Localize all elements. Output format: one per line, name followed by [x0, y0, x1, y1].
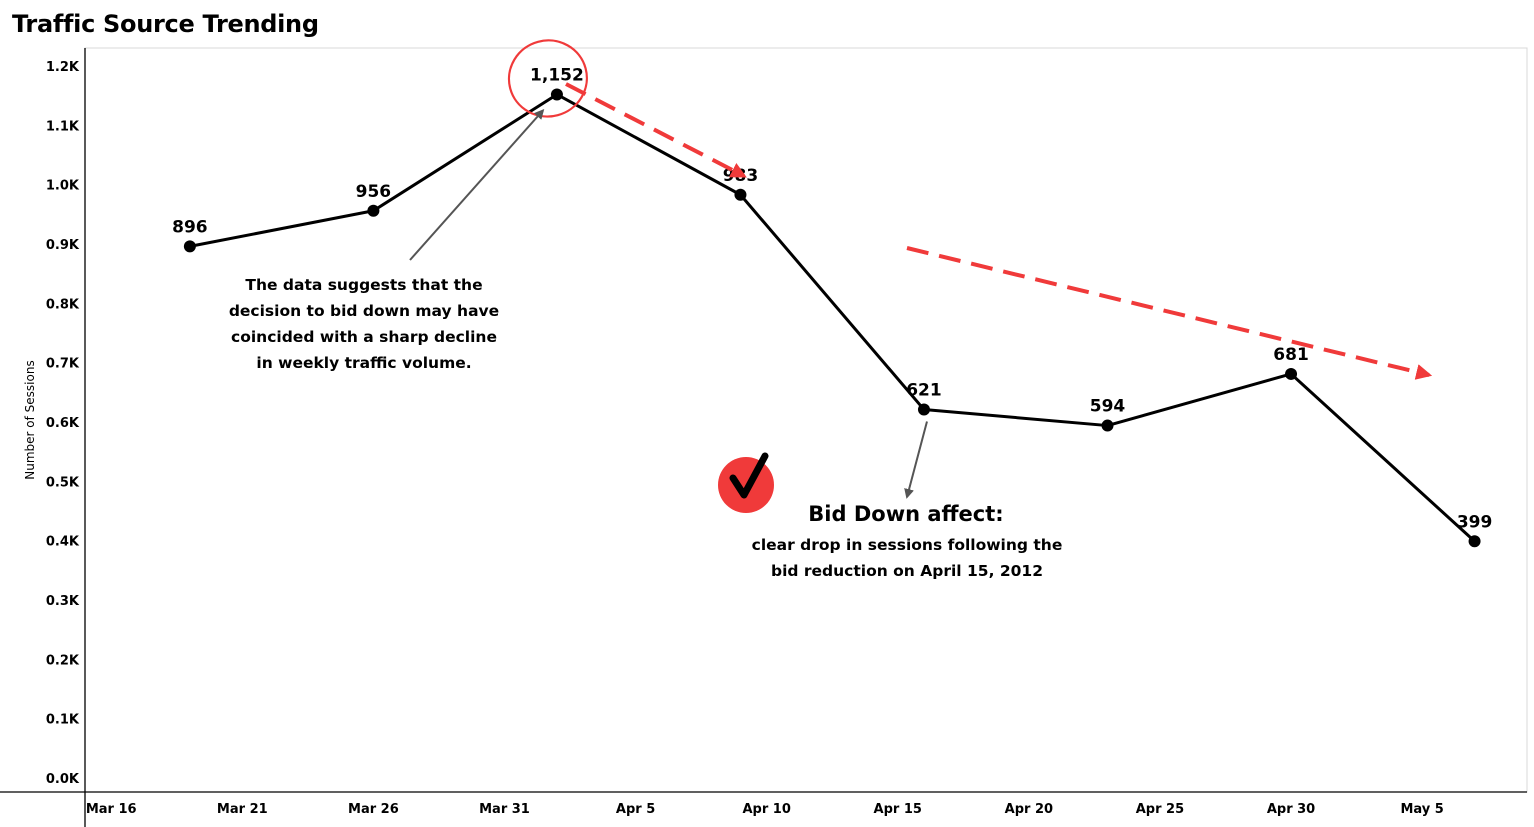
y-tick-label: 1.0K [46, 179, 80, 194]
data-point [1285, 367, 1298, 380]
data-label: 399 [1457, 512, 1493, 532]
trend-arrow [565, 82, 747, 178]
y-tick-label: 0.1K [46, 713, 80, 728]
data-point [1468, 535, 1481, 548]
y-tick-label: 0.9K [46, 238, 80, 253]
annotation-text: The data suggests that the [245, 276, 482, 294]
y-tick-label: 1.1K [46, 119, 80, 134]
data-point [917, 403, 930, 416]
y-tick-label: 1.2K [46, 60, 80, 75]
plot-border [84, 47, 1528, 793]
x-tick-label: Apr 15 [874, 802, 922, 817]
x-tick-label: Apr 5 [616, 802, 655, 817]
annotation-heading: Bid Down affect: [808, 502, 1003, 526]
x-tick-label: Mar 21 [217, 802, 268, 817]
data-point [1101, 419, 1114, 432]
y-tick-label: 0.8K [46, 297, 80, 312]
x-tick-label: May 5 [1400, 802, 1443, 817]
peak-highlight-circle [507, 39, 588, 118]
y-tick-label: 0.5K [46, 475, 80, 490]
data-label: 956 [356, 182, 392, 202]
data-label: 621 [906, 381, 942, 401]
trend-arrow [906, 246, 1433, 380]
x-tick-label: Mar 31 [479, 802, 530, 817]
data-point [183, 240, 196, 253]
annotation-text: in weekly traffic volume. [256, 354, 471, 372]
x-tick-label: Apr 25 [1136, 802, 1184, 817]
y-tick-label: 0.7K [46, 357, 80, 372]
x-tick-label: Apr 20 [1005, 802, 1053, 817]
chart-title: Traffic Source Trending [12, 10, 319, 38]
y-tick-label: 0.0K [46, 772, 80, 787]
annotation-text: bid reduction on April 15, 2012 [771, 562, 1043, 580]
data-point [734, 188, 747, 201]
data-label: 594 [1090, 397, 1126, 417]
annotation-text: decision to bid down may have [229, 302, 499, 320]
x-tick-label: Apr 30 [1267, 802, 1315, 817]
checkmark-icon [718, 452, 774, 513]
check-mark [729, 452, 769, 499]
y-axis-label: Number of Sessions [23, 360, 37, 479]
data-point [550, 88, 563, 101]
annotation-text: clear drop in sessions following the [752, 536, 1063, 554]
y-tick-label: 0.2K [46, 653, 80, 668]
x-tick-label: Mar 26 [348, 802, 399, 817]
pointer-arrow [409, 108, 545, 261]
data-point [367, 204, 380, 217]
x-tick-label: Mar 16 [86, 802, 137, 817]
pointer-arrow [904, 421, 928, 499]
x-tick-label: Apr 10 [742, 802, 790, 817]
annotation-text: coincided with a sharp decline [231, 328, 497, 346]
series-line [189, 92, 1476, 543]
data-label: 681 [1273, 345, 1309, 365]
y-tick-label: 0.3K [46, 594, 80, 609]
y-tick-label: 0.6K [46, 416, 80, 431]
data-label: 1,152 [530, 65, 584, 85]
y-tick-label: 0.4K [46, 535, 80, 550]
data-label: 896 [172, 217, 208, 237]
